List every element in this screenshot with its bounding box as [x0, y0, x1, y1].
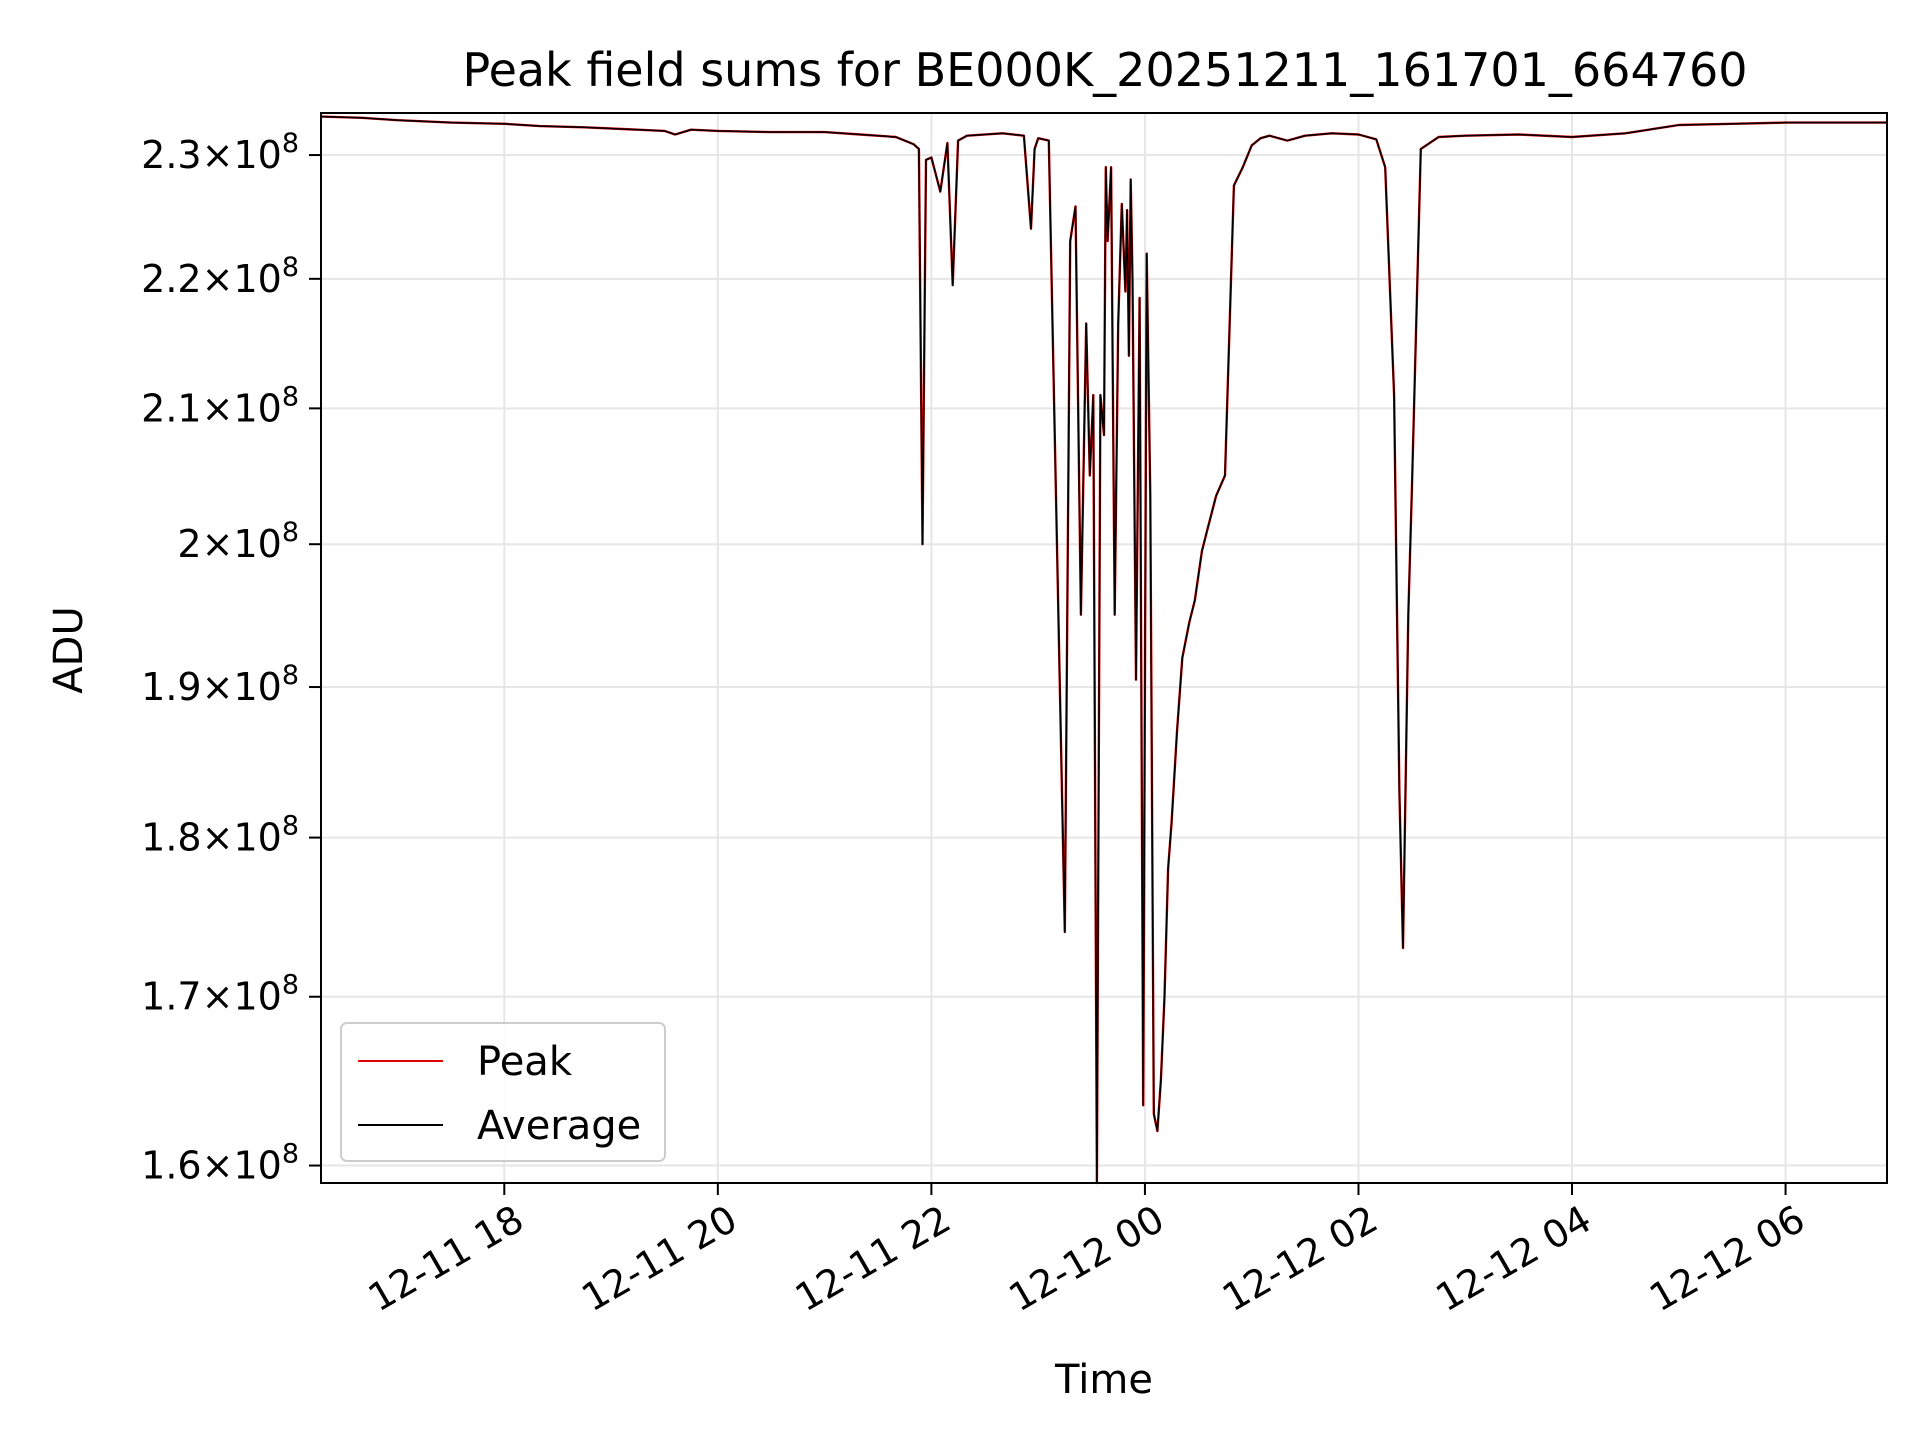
legend-label-peak: Peak [477, 1039, 573, 1085]
plot-frame [320, 112, 1888, 1184]
series-layer [320, 115, 1887, 1185]
y-tick-exponent: 8 [282, 1139, 299, 1170]
y-tick-times: ×10 [202, 522, 282, 566]
y-tick-times: ×10 [202, 816, 282, 860]
y-tick-mantissa: 2.3 [141, 133, 201, 177]
chart-title: Peak field sums for BE000K_20251211_1617… [462, 43, 1747, 97]
y-tick-label: 1.6×108 [141, 1139, 299, 1188]
y-tick-exponent: 8 [282, 970, 299, 1001]
y-axis-label: ADU [46, 606, 92, 693]
y-tick-label: 1.8×108 [141, 811, 299, 860]
y-tick-times: ×10 [202, 665, 282, 709]
y-tick-label: 1.7×108 [141, 970, 299, 1019]
y-tick-label: 2.1×108 [141, 381, 299, 430]
y-tick-label: 2.3×108 [141, 128, 299, 177]
y-tick-mantissa: 1.6 [141, 1144, 201, 1188]
y-tick-times: ×10 [202, 1144, 282, 1188]
y-tick-mantissa: 1.9 [141, 665, 201, 709]
y-tick-exponent: 8 [282, 252, 299, 283]
legend-box [340, 1022, 666, 1162]
y-tick-exponent: 8 [282, 517, 299, 548]
y-tick-times: ×10 [202, 386, 282, 430]
y-tick-exponent: 8 [282, 811, 299, 842]
y-tick-times: ×10 [202, 975, 282, 1019]
series-line-average [320, 115, 1887, 1184]
y-tick-mantissa: 2 [177, 522, 201, 566]
y-tick-mantissa: 1.7 [141, 975, 201, 1019]
x-axis-label: Time [1054, 1357, 1153, 1403]
y-tick-exponent: 8 [282, 381, 299, 412]
y-tick-mantissa: 2.1 [141, 386, 201, 430]
legend-label-average: Average [477, 1103, 641, 1149]
y-tick-label: 1.9×108 [141, 660, 299, 709]
y-tick-times: ×10 [202, 133, 282, 177]
y-tick-label: 2.2×108 [141, 252, 299, 301]
y-tick-exponent: 8 [282, 128, 299, 159]
y-tick-times: ×10 [202, 257, 282, 301]
y-tick-mantissa: 2.2 [141, 257, 201, 301]
y-axis: 1.6×1081.7×1081.8×1081.9×1082×1082.1×108… [141, 128, 321, 1188]
y-tick-mantissa: 1.8 [141, 816, 201, 860]
legend: Peak Average [340, 1022, 666, 1162]
y-tick-exponent: 8 [282, 660, 299, 691]
y-tick-label: 2×108 [177, 517, 299, 566]
